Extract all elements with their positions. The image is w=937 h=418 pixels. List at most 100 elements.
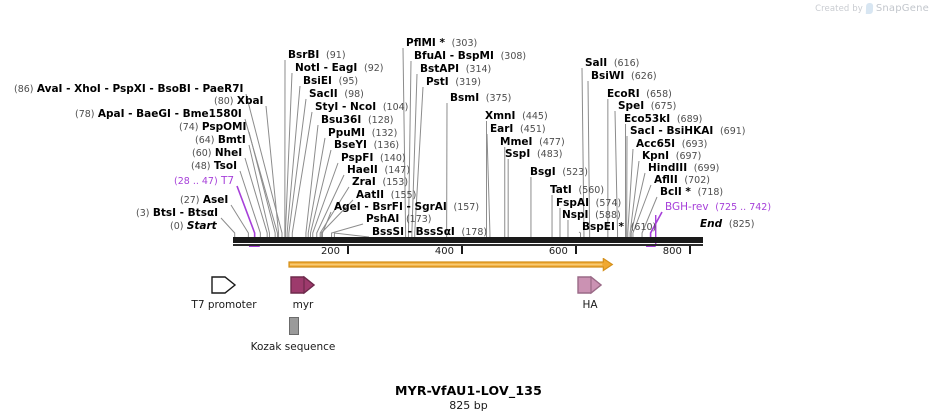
ruler-tick-label: 600 <box>548 246 568 257</box>
enzyme-label[interactable]: (48) TsoI <box>191 161 237 173</box>
enzyme-position: (523) <box>562 167 588 178</box>
enzyme-position: (560) <box>578 185 605 196</box>
watermark-prefix: Created by <box>815 3 863 14</box>
enzyme-label[interactable]: KpnI (697) <box>642 150 702 163</box>
enzyme-label[interactable]: HindIII (699) <box>648 163 719 175</box>
enzyme-name: Bme1580I <box>182 108 242 120</box>
enzyme-name: NotI <box>295 62 320 74</box>
enzyme-label[interactable]: (64) BmtI <box>195 135 246 147</box>
enzyme-label[interactable]: (0) Start <box>170 221 217 233</box>
enzyme-label[interactable]: SacII (98) <box>309 89 364 101</box>
enzyme-name: BspMI <box>457 50 494 62</box>
enzyme-label[interactable]: (80) XbaI <box>214 96 263 108</box>
enzyme-position: (48) <box>191 161 211 172</box>
enzyme-label[interactable]: XmnI (445) <box>485 111 548 123</box>
enzyme-label[interactable]: Acc65I (693) <box>636 139 707 151</box>
enzyme-name: End <box>700 218 723 230</box>
enzyme-name: KpnI <box>642 150 670 162</box>
enzyme-label[interactable]: AflII (702) <box>654 175 710 187</box>
enzyme-label[interactable]: BstAPI (314) <box>420 64 491 76</box>
enzyme-position: (319) <box>455 77 481 88</box>
enzyme-label[interactable]: Bsu36I (128) <box>321 115 393 127</box>
enzyme-separator: - <box>145 83 158 95</box>
enzyme-label[interactable]: (86) AvaI - XhoI - PspXI - BsoBI - PaeR7… <box>14 83 243 96</box>
enzyme-name: PspXI <box>112 83 146 95</box>
enzyme-label[interactable]: BfuAI - BspMI (308) <box>414 50 526 63</box>
orf-arrow[interactable] <box>285 258 616 272</box>
feature-glyph-arrow[interactable] <box>210 274 238 296</box>
enzyme-label[interactable]: EarI (451) <box>490 124 546 136</box>
enzyme-label[interactable]: AatII (155) <box>356 190 416 202</box>
enzyme-label[interactable]: BsrBI (91) <box>288 50 346 62</box>
enzyme-label[interactable]: NotI - EagI (92) <box>295 62 384 75</box>
enzyme-label[interactable]: Eco53kI (689) <box>624 114 703 126</box>
enzyme-label[interactable]: PflMI * (303) <box>406 37 477 50</box>
enzyme-name: BsgI <box>530 166 556 178</box>
enzyme-label[interactable]: StyI - NcoI (104) <box>315 102 409 114</box>
enzyme-label[interactable]: EcoRI (658) <box>607 89 672 101</box>
enzyme-label[interactable]: (28 .. 47) T7 <box>174 176 234 188</box>
enzyme-position: (0) <box>170 221 184 232</box>
enzyme-label[interactable]: (74) PspOMI <box>179 122 246 134</box>
enzyme-label[interactable]: BseYI (136) <box>334 139 400 152</box>
enzyme-name: EagI <box>331 62 358 74</box>
enzyme-position: (136) <box>373 140 400 151</box>
enzyme-label[interactable]: BclI * (718) <box>660 187 723 199</box>
map-length: 825 bp <box>449 399 488 412</box>
ruler-tick <box>346 246 350 254</box>
enzyme-label[interactable]: PspFI (140) <box>341 153 406 165</box>
enzyme-name: PflMI * <box>406 37 445 49</box>
enzyme-label[interactable]: PstI (319) <box>426 77 481 89</box>
enzyme-name: HaeII <box>347 164 378 176</box>
enzyme-position: (658) <box>646 89 672 100</box>
watermark-brand: SnapGene <box>875 3 929 14</box>
enzyme-name: ApaI <box>97 108 125 120</box>
enzyme-label[interactable]: (60) NheI <box>192 148 242 160</box>
enzyme-label[interactable]: BsiEI (95) <box>303 76 358 88</box>
enzyme-label[interactable]: BGH-rev (725 .. 742) <box>665 202 772 214</box>
enzyme-label[interactable]: End (825) <box>700 218 754 231</box>
enzyme-position: (91) <box>326 50 346 61</box>
map-title: MYR-VfAU1-LOV_135 <box>394 383 543 398</box>
enzyme-label[interactable]: PpuMI (132) <box>328 128 397 140</box>
enzyme-label[interactable]: ZraI (153) <box>352 177 408 189</box>
enzyme-label[interactable]: BspEI * (610) <box>582 222 656 234</box>
enzyme-position: (147) <box>384 165 411 176</box>
enzyme-separator: - <box>100 83 113 95</box>
enzyme-label[interactable]: SpeI (675) <box>618 100 676 113</box>
feature-label: HA <box>582 299 598 311</box>
enzyme-position: (80) <box>214 96 234 107</box>
enzyme-label[interactable]: BsgI (523) <box>530 166 588 179</box>
enzyme-label[interactable]: (78) ApaI - BaeGI - Bme1580I <box>75 108 242 121</box>
enzyme-label[interactable]: SacI - BsiHKAI (691) <box>630 126 746 138</box>
enzyme-label[interactable]: MmeI (477) <box>500 137 565 149</box>
enzyme-label[interactable]: BsmI (375) <box>450 93 511 105</box>
enzyme-position: (725 .. 742) <box>715 202 772 213</box>
enzyme-position: (689) <box>676 114 703 125</box>
enzyme-position: (78) <box>75 109 95 120</box>
enzyme-name: BseYI <box>334 139 367 151</box>
feature-glyph-arrow[interactable] <box>289 274 317 296</box>
enzyme-position: (697) <box>675 151 702 162</box>
enzyme-name: SpeI <box>618 100 645 112</box>
enzyme-label[interactable]: HaeII (147) <box>347 164 411 177</box>
enzyme-label[interactable]: AgeI - BsrFI - SgrAI (157) <box>334 202 479 214</box>
feature-glyph-arrow[interactable] <box>576 274 604 296</box>
enzyme-label[interactable]: (3) BtsI - BtsαI <box>136 208 218 220</box>
enzyme-label[interactable]: (27) AseI <box>180 195 228 207</box>
enzyme-label[interactable]: TatI (560) <box>550 185 605 197</box>
enzyme-separator: - <box>403 226 416 238</box>
enzyme-label[interactable]: BsiWI (626) <box>591 71 657 83</box>
feature-glyph-kozak[interactable] <box>289 317 299 335</box>
sequence-backbone[interactable] <box>233 237 703 243</box>
enzyme-label[interactable]: FspAI (574) <box>556 198 621 210</box>
ruler-tick-label: 400 <box>434 246 454 257</box>
enzyme-label[interactable]: BssSI - BssSαI (178) <box>372 226 487 239</box>
enzyme-position: (104) <box>382 102 409 113</box>
enzyme-label[interactable]: PshAI (173) <box>366 214 432 226</box>
enzyme-label[interactable]: NspI (588) <box>562 210 621 222</box>
enzyme-name: BssSαI <box>415 226 455 238</box>
enzyme-label[interactable]: SalI (616) <box>585 58 639 70</box>
enzyme-label[interactable]: SspI (483) <box>505 149 562 161</box>
